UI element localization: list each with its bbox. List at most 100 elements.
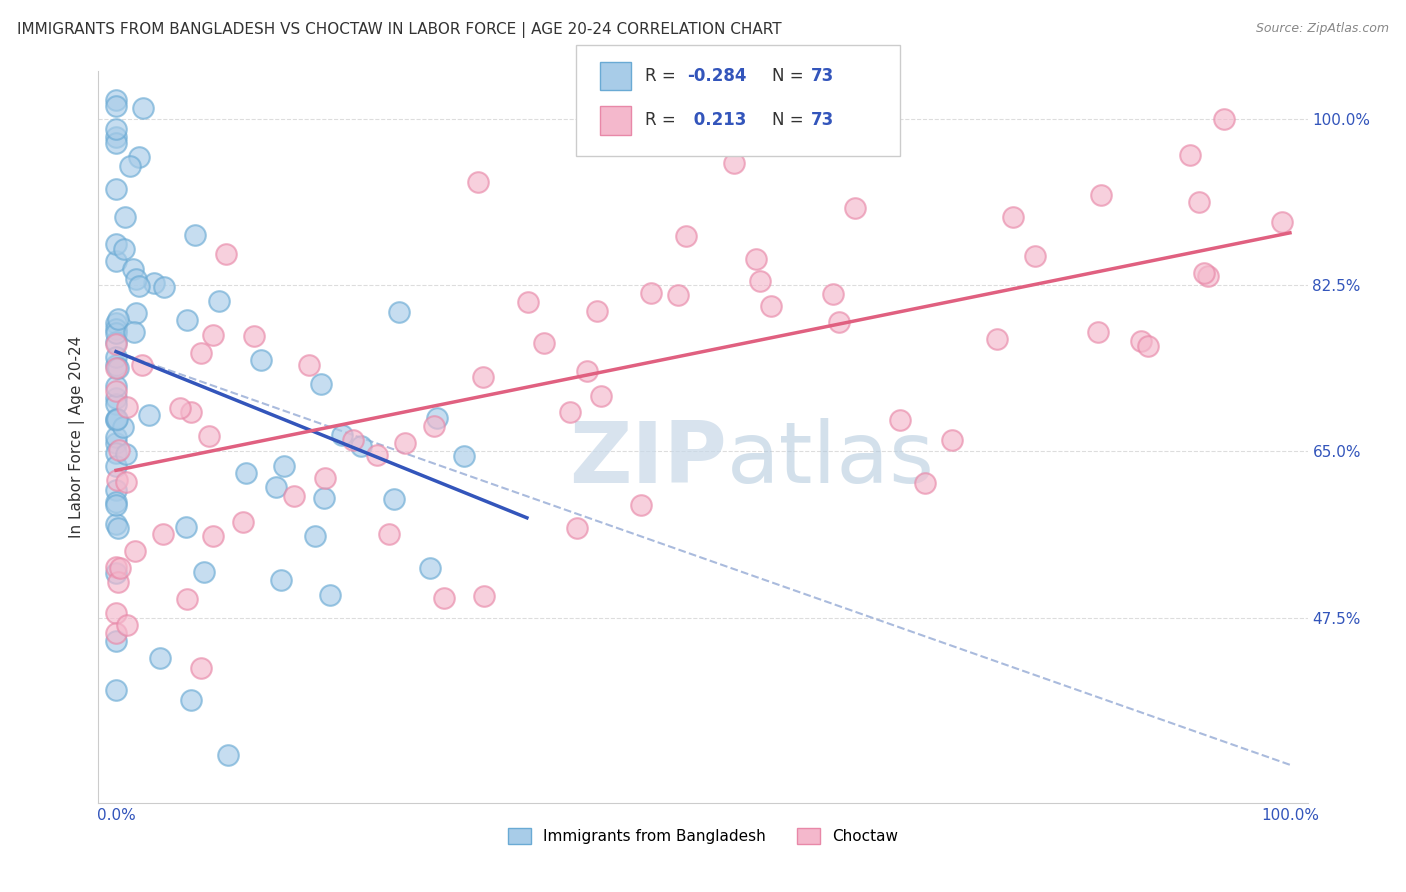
Point <box>122 261 145 276</box>
Point <box>105 322 128 336</box>
Point <box>235 466 257 480</box>
Point <box>105 316 128 330</box>
Point <box>675 229 697 244</box>
Point <box>107 521 129 535</box>
Point <box>122 325 145 339</box>
Point <box>558 404 581 418</box>
Point <box>114 475 136 489</box>
Point <box>1002 211 1025 225</box>
Text: 73: 73 <box>811 67 835 85</box>
Point <box>105 560 128 574</box>
Point <box>105 360 128 375</box>
Point <box>986 332 1008 346</box>
Point <box>105 606 128 620</box>
Point <box>823 286 845 301</box>
Point <box>105 253 128 268</box>
Point <box>190 346 212 360</box>
Text: N =: N = <box>772 67 808 85</box>
Point <box>125 306 148 320</box>
Point <box>176 520 198 534</box>
Point <box>180 693 202 707</box>
Point <box>105 494 128 508</box>
Point <box>304 528 326 542</box>
Point <box>426 410 449 425</box>
Point <box>105 516 128 531</box>
Point <box>640 285 662 300</box>
Point <box>169 401 191 415</box>
Point <box>394 436 416 450</box>
Point <box>115 447 138 461</box>
Point <box>330 427 353 442</box>
Point <box>138 408 160 422</box>
Text: ZIP: ZIP <box>569 417 727 500</box>
Point <box>250 352 273 367</box>
Point <box>105 436 128 450</box>
Point <box>273 458 295 473</box>
Point <box>1188 194 1211 209</box>
Text: R =: R = <box>645 112 682 129</box>
Point <box>142 277 165 291</box>
Point <box>1090 187 1112 202</box>
Point <box>105 384 128 398</box>
Point <box>1212 112 1234 126</box>
Point <box>176 592 198 607</box>
Point <box>105 99 128 113</box>
Point <box>467 175 489 189</box>
Point <box>575 364 598 378</box>
Point <box>105 378 128 392</box>
Point <box>105 337 128 351</box>
Point <box>748 275 770 289</box>
Point <box>214 247 236 261</box>
Point <box>471 370 494 384</box>
Text: Source: ZipAtlas.com: Source: ZipAtlas.com <box>1256 22 1389 36</box>
Point <box>453 449 475 463</box>
Point <box>388 305 411 319</box>
Point <box>107 442 129 457</box>
Point <box>232 515 254 529</box>
Point <box>105 351 128 365</box>
Point <box>828 315 851 329</box>
Point <box>585 304 607 318</box>
Point <box>105 413 128 427</box>
Point <box>243 329 266 343</box>
Point <box>298 358 321 372</box>
Point <box>176 312 198 326</box>
Point <box>382 492 405 507</box>
Point <box>115 401 138 415</box>
Point <box>128 150 150 164</box>
Point <box>378 526 401 541</box>
Point <box>1129 334 1152 349</box>
Point <box>105 391 128 405</box>
Point <box>423 419 446 434</box>
Point <box>128 278 150 293</box>
Point <box>105 458 128 473</box>
Point <box>152 526 174 541</box>
Point <box>108 561 131 575</box>
Point <box>153 280 176 294</box>
Point <box>283 489 305 503</box>
Point <box>120 160 142 174</box>
Point <box>533 336 555 351</box>
Point <box>105 334 128 349</box>
Point <box>217 748 239 763</box>
Point <box>180 405 202 419</box>
Y-axis label: In Labor Force | Age 20-24: In Labor Force | Age 20-24 <box>69 336 84 538</box>
Point <box>105 626 128 640</box>
Text: IMMIGRANTS FROM BANGLADESH VS CHOCTAW IN LABOR FORCE | AGE 20-24 CORRELATION CHA: IMMIGRANTS FROM BANGLADESH VS CHOCTAW IN… <box>17 22 782 38</box>
Point <box>1087 325 1109 339</box>
Point <box>591 389 613 403</box>
Text: N =: N = <box>772 112 808 129</box>
Point <box>105 326 128 340</box>
Point <box>105 446 128 460</box>
Point <box>941 433 963 447</box>
Point <box>105 130 128 145</box>
Point <box>105 358 128 372</box>
Point <box>149 651 172 665</box>
Point <box>1024 249 1046 263</box>
Point <box>517 295 540 310</box>
Point <box>131 359 153 373</box>
Point <box>125 272 148 286</box>
Point <box>105 429 128 443</box>
Point <box>472 589 495 603</box>
Point <box>889 413 911 427</box>
